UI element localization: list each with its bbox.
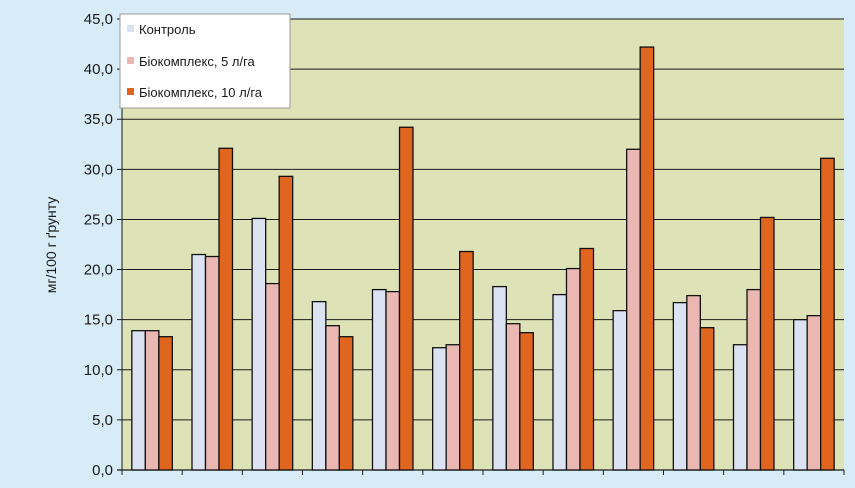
legend-label-control: Контроль xyxy=(139,22,196,37)
bar-biocomplex-5 xyxy=(505,323,521,471)
legend-box xyxy=(119,13,291,109)
legend-label-biocomplex-10: Біокомплекс, 10 л/га xyxy=(139,85,263,100)
bar-biocomplex-5 xyxy=(445,344,461,471)
bar-biocomplex-5 xyxy=(746,288,762,471)
legend-swatch-biocomplex-5 xyxy=(127,57,134,64)
bar-biocomplex-5 xyxy=(144,330,160,471)
bar-biocomplex-10 xyxy=(218,147,234,471)
bar-control xyxy=(672,301,688,471)
y-tick-label: 15,0 xyxy=(84,312,113,329)
bar-control xyxy=(311,300,327,471)
bar-biocomplex-10 xyxy=(699,327,715,471)
y-tick-label: 25,0 xyxy=(84,211,113,228)
legend-label-biocomplex-5: Біокомплекс, 5 л/га xyxy=(139,54,256,69)
bar-control xyxy=(251,217,267,471)
y-tick-label: 10,0 xyxy=(84,362,113,379)
bar-biocomplex-5 xyxy=(204,255,220,471)
bar-biocomplex-5 xyxy=(565,267,581,471)
bar-control xyxy=(432,347,447,471)
bar-biocomplex-5 xyxy=(265,282,280,471)
bar-control xyxy=(793,319,808,471)
bars-group xyxy=(131,46,835,471)
bar-control xyxy=(552,293,568,471)
bar-biocomplex-5 xyxy=(626,148,641,471)
legend: Контроль Біокомплекс, 5 л/га Біокомплекс… xyxy=(119,13,291,109)
bar-biocomplex-10 xyxy=(639,46,655,471)
bar-biocomplex-10 xyxy=(338,336,354,471)
bar-control xyxy=(492,285,507,471)
bar-control xyxy=(191,253,207,471)
bar-biocomplex-10 xyxy=(278,175,294,471)
bar-biocomplex-5 xyxy=(806,315,822,471)
y-tick-label: 0,0 xyxy=(92,462,113,479)
legend-swatch-control xyxy=(127,25,134,32)
bar-biocomplex-10 xyxy=(158,336,173,471)
bar-biocomplex-5 xyxy=(686,294,701,471)
bar-biocomplex-10 xyxy=(459,250,474,471)
bar-biocomplex-5 xyxy=(385,290,401,471)
bar-biocomplex-10 xyxy=(820,157,835,471)
bar-biocomplex-10 xyxy=(519,332,534,471)
y-tick-label: 30,0 xyxy=(84,161,113,178)
bar-biocomplex-10 xyxy=(759,216,775,471)
bar-biocomplex-10 xyxy=(579,247,595,471)
bar-control xyxy=(612,309,628,471)
bar-control xyxy=(371,288,387,471)
y-tick-labels: 0,0 5,0 10,0 15,0 20,0 25,0 30,0 35,0 40,0 45,0 xyxy=(84,11,113,479)
legend-swatch-biocomplex-10 xyxy=(127,88,134,95)
y-tick-label: 40,0 xyxy=(84,61,113,78)
y-axis-title: мг/100 г ґрунту xyxy=(43,197,59,294)
y-tick-label: 45,0 xyxy=(84,11,113,28)
y-tick-label: 20,0 xyxy=(84,262,113,279)
bar-biocomplex-5 xyxy=(325,325,340,471)
bar-biocomplex-10 xyxy=(398,126,414,471)
y-tick-label: 5,0 xyxy=(92,412,113,429)
bar-control xyxy=(131,330,146,471)
bar-control xyxy=(732,344,748,471)
y-tick-label: 35,0 xyxy=(84,111,113,128)
